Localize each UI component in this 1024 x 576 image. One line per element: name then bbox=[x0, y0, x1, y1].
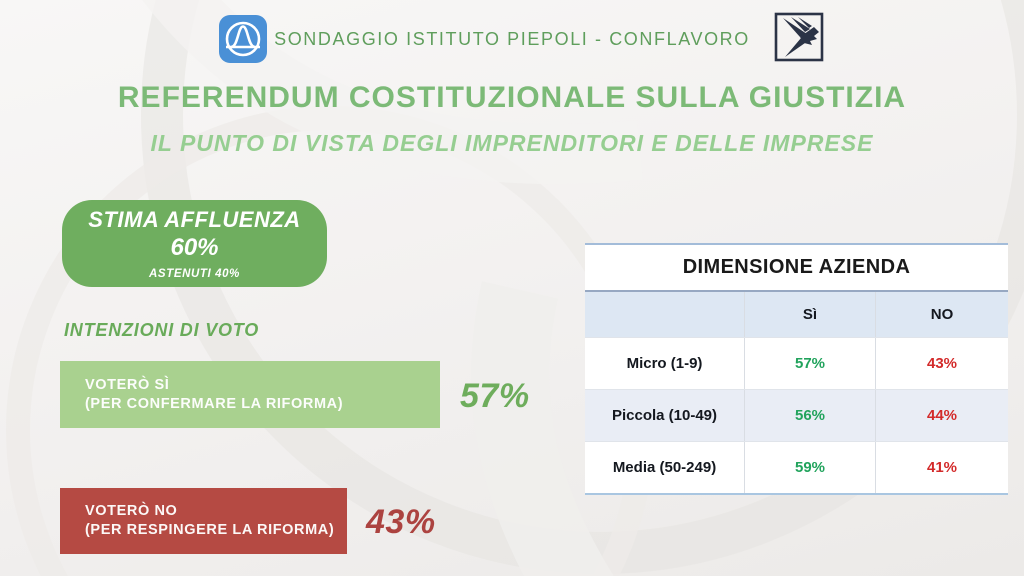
table-header-empty bbox=[585, 292, 744, 337]
row-no-value: 44% bbox=[875, 390, 1008, 441]
voting-intentions-heading: INTENZIONI DI VOTO bbox=[64, 320, 260, 340]
row-si-value: 56% bbox=[744, 390, 875, 441]
row-no-value: 41% bbox=[875, 442, 1008, 493]
table-header-si: Sì bbox=[744, 292, 875, 337]
company-size-table: DIMENSIONE AZIENDA Sì NO Micro (1-9) 57%… bbox=[585, 243, 1008, 495]
page-title: REFERENDUM COSTITUZIONALE SULLA GIUSTIZI… bbox=[117, 81, 907, 114]
bar-vote-no-label: VOTERÒ NO (PER RESPINGERE LA RIFORMA) bbox=[85, 503, 335, 538]
row-si-value: 57% bbox=[744, 338, 875, 389]
table-header-no: NO bbox=[875, 292, 1008, 337]
table-header-row: Sì NO bbox=[585, 292, 1008, 337]
conflavoro-eagle-icon bbox=[774, 12, 824, 62]
row-label: Piccola (10-49) bbox=[611, 407, 718, 424]
row-si-value: 59% bbox=[744, 442, 875, 493]
row-label: Micro (1-9) bbox=[626, 355, 703, 372]
bar-vote-yes: VOTERÒ SÌ (PER CONFERMARE LA RIFORMA) bbox=[60, 361, 440, 428]
table-title: DIMENSIONE AZIENDA bbox=[585, 245, 1008, 292]
survey-source-label: SONDAGGIO ISTITUTO PIEPOLI - CONFLAVORO bbox=[274, 29, 750, 49]
turnout-value: 60% bbox=[170, 234, 219, 261]
abstainers-note: ASTENUTI 40% bbox=[149, 268, 240, 280]
bar-vote-no: VOTERÒ NO (PER RESPINGERE LA RIFORMA) bbox=[60, 488, 347, 554]
page-subtitle: IL PUNTO DI VISTA DEGLI IMPRENDITORI E D… bbox=[150, 130, 874, 156]
table-row: Media (50-249) 59% 41% bbox=[585, 441, 1008, 493]
row-no-value: 43% bbox=[875, 338, 1008, 389]
table-row: Micro (1-9) 57% 43% bbox=[585, 337, 1008, 389]
bar-vote-yes-value: 57% bbox=[460, 377, 530, 415]
turnout-estimate-box: STIMA AFFLUENZA 60% ASTENUTI 40% bbox=[62, 200, 327, 287]
bar-vote-no-value: 43% bbox=[366, 503, 436, 541]
turnout-title: STIMA AFFLUENZA bbox=[88, 207, 301, 232]
row-label: Media (50-249) bbox=[612, 459, 717, 476]
table-row: Piccola (10-49) 56% 44% bbox=[585, 389, 1008, 441]
bar-vote-yes-label: VOTERÒ SÌ (PER CONFERMARE LA RIFORMA) bbox=[85, 376, 344, 412]
